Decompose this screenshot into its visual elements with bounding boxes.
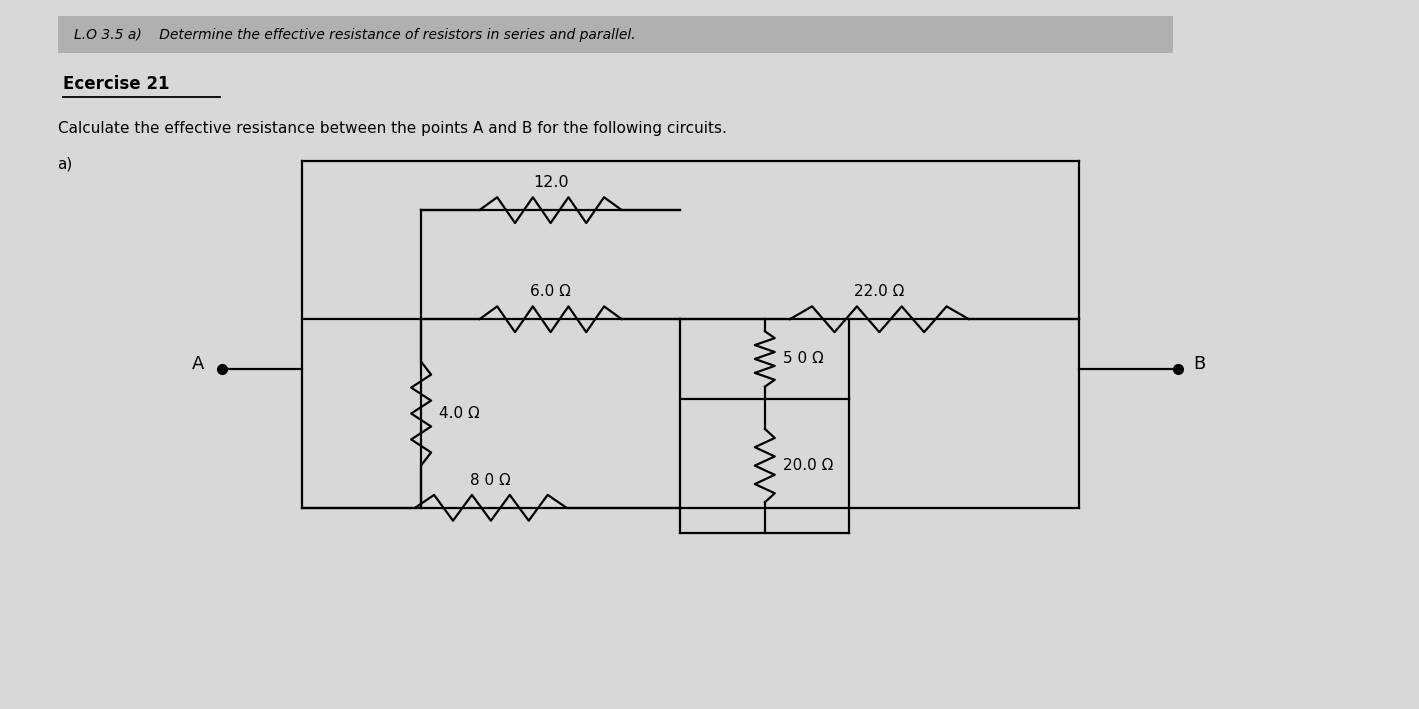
Text: Ecercise 21: Ecercise 21 — [62, 75, 169, 93]
Text: A: A — [192, 355, 204, 373]
Text: a): a) — [58, 157, 72, 172]
Text: 5 0 Ω: 5 0 Ω — [783, 352, 823, 367]
Text: B: B — [1193, 355, 1205, 373]
Text: 8 0 Ω: 8 0 Ω — [471, 473, 511, 488]
Text: 12.0: 12.0 — [532, 175, 569, 190]
Text: L.O 3.5 a)    Determine the effective resistance of resistors in series and para: L.O 3.5 a) Determine the effective resis… — [74, 28, 636, 42]
Text: 20.0 Ω: 20.0 Ω — [783, 458, 833, 473]
Text: Calculate the effective resistance between the points A and B for the following : Calculate the effective resistance betwe… — [58, 121, 727, 135]
Text: 22.0 Ω: 22.0 Ω — [854, 284, 904, 299]
Bar — [58, 16, 1174, 53]
Text: 4.0 Ω: 4.0 Ω — [438, 406, 480, 421]
Text: 6.0 Ω: 6.0 Ω — [531, 284, 570, 299]
